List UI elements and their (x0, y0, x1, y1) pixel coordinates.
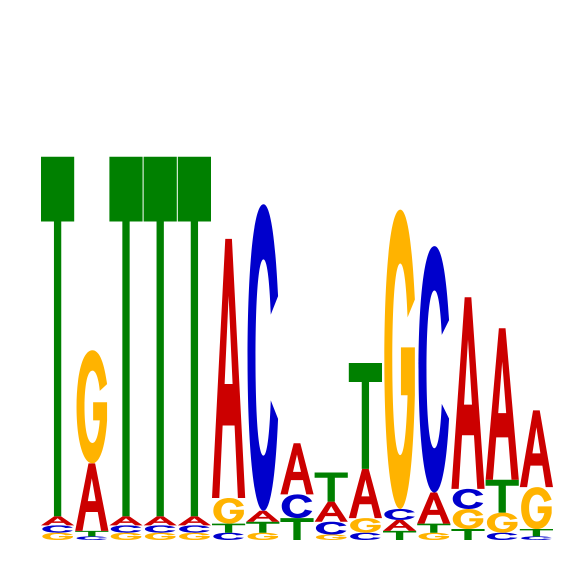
letter-t-pos-2 (75, 530, 109, 537)
letter-g-pos-1 (42, 532, 73, 540)
letter-t-pos-8 (280, 518, 314, 540)
letter-a-pos-3 (109, 516, 143, 526)
letter-t-pos-13 (451, 529, 485, 540)
letter-t-pos-4 (143, 156, 177, 517)
logo-column-6 (212, 238, 246, 540)
logo-column-1 (41, 156, 75, 540)
letter-g-pos-12 (418, 532, 450, 540)
logo-column-10 (348, 362, 382, 540)
logo-column-11 (383, 209, 417, 540)
letter-c-pos-4 (144, 525, 176, 533)
letter-t-pos-15 (519, 529, 553, 537)
letter-g-pos-7 (247, 532, 279, 540)
letter-t-pos-9 (314, 472, 348, 502)
letter-g-pos-15 (521, 487, 552, 530)
logo-column-7 (246, 204, 280, 540)
letter-g-pos-10 (350, 518, 381, 533)
letter-a-pos-2 (75, 463, 109, 531)
letter-a-pos-13 (451, 297, 485, 489)
letter-g-pos-14 (486, 512, 518, 533)
letter-a-pos-6 (212, 238, 246, 499)
letter-a-pos-9 (314, 501, 348, 522)
logo-column-14 (485, 328, 519, 540)
letter-a-pos-8 (280, 443, 314, 495)
letter-c-pos-11 (384, 508, 415, 520)
letter-c-pos-12 (418, 246, 450, 493)
logo-column-8 (280, 443, 314, 540)
logo-column-12 (417, 246, 451, 540)
letter-c-pos-7 (247, 204, 279, 511)
letter-t-pos-7 (246, 521, 280, 533)
letter-c-pos-13 (452, 488, 484, 509)
letter-c-pos-2 (76, 536, 108, 540)
letter-t-pos-6 (212, 523, 246, 533)
letter-g-pos-4 (144, 532, 176, 540)
logo-column-15 (519, 410, 553, 540)
letter-a-pos-4 (143, 516, 177, 526)
letter-g-pos-5 (179, 532, 210, 540)
letter-g-pos-11 (384, 209, 415, 509)
logo-column-2 (75, 350, 109, 540)
letter-a-pos-14 (485, 328, 519, 480)
letter-c-pos-15 (521, 536, 552, 540)
letter-a-pos-11 (383, 519, 417, 531)
letter-a-pos-10 (348, 468, 382, 519)
letter-c-pos-9 (315, 521, 347, 535)
letter-a-pos-15 (519, 410, 553, 488)
letter-g-pos-9 (315, 534, 347, 540)
logo-column-9 (314, 472, 348, 540)
letter-g-pos-6 (213, 498, 244, 524)
letter-t-pos-1 (41, 156, 75, 517)
logo-column-5 (177, 156, 211, 540)
letter-c-pos-3 (110, 525, 142, 533)
letter-c-pos-5 (179, 525, 210, 533)
logo-column-13 (451, 297, 485, 540)
letter-a-pos-7 (246, 510, 280, 522)
letter-g-pos-2 (76, 350, 108, 464)
letter-t-pos-10 (348, 362, 382, 469)
letter-c-pos-1 (42, 525, 73, 533)
letter-c-pos-6 (213, 532, 244, 540)
logo-column-3 (109, 156, 143, 540)
letter-a-pos-5 (177, 516, 211, 526)
letter-t-pos-5 (177, 156, 211, 517)
letter-a-pos-1 (41, 516, 75, 526)
letter-c-pos-10 (350, 532, 381, 540)
letter-g-pos-3 (110, 532, 142, 540)
letter-t-pos-12 (417, 523, 451, 533)
letter-t-pos-3 (109, 156, 143, 517)
letter-t-pos-11 (383, 530, 417, 540)
letter-g-pos-13 (452, 508, 484, 530)
logo-column-4 (143, 156, 177, 540)
letter-t-pos-14 (485, 479, 519, 513)
letter-c-pos-8 (281, 494, 313, 519)
letter-c-pos-14 (486, 532, 518, 540)
letter-a-pos-12 (417, 492, 451, 524)
